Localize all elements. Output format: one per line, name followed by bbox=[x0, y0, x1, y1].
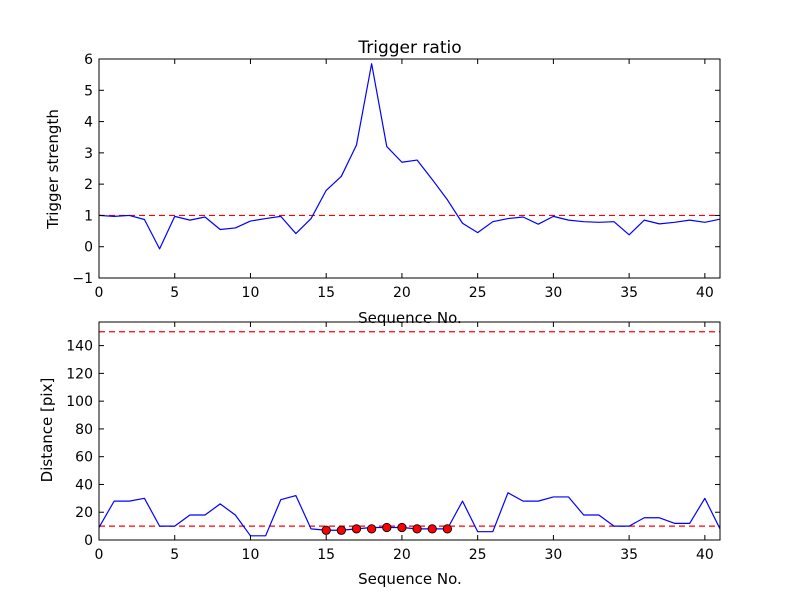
x-tick-label: 35 bbox=[620, 547, 638, 563]
x-tick-label: 5 bbox=[170, 547, 179, 563]
y-tick-label: 100 bbox=[66, 394, 93, 410]
plot-area bbox=[99, 63, 720, 250]
x-tick-label: 20 bbox=[393, 285, 411, 301]
y-tick-label: 5 bbox=[84, 83, 93, 99]
x-tick-label: 30 bbox=[544, 285, 562, 301]
chart-trigger-ratio: Trigger ratio Trigger strength Sequence … bbox=[44, 38, 721, 327]
x-tick-label: 0 bbox=[95, 547, 104, 563]
y-tick-label: 2 bbox=[84, 177, 93, 193]
chart-distance: Distance [pix] Sequence No. 0 5 10 15 20 25 30… bbox=[38, 321, 721, 588]
x-tick-label: 15 bbox=[317, 285, 335, 301]
y-axis-label: Trigger strength bbox=[44, 109, 62, 230]
y-tick-label: 40 bbox=[75, 477, 93, 493]
data-point-marker bbox=[397, 522, 407, 533]
x-tick-label: 40 bbox=[696, 547, 714, 563]
y-tick-label: 6 bbox=[84, 52, 93, 68]
x-tick-label: 25 bbox=[469, 285, 487, 301]
y-tick-label: 0 bbox=[84, 533, 93, 549]
x-tick-label: 10 bbox=[242, 547, 260, 563]
x-tick-label: 35 bbox=[620, 285, 638, 301]
y-tick-label: 120 bbox=[66, 366, 93, 382]
y-tick-label: 60 bbox=[75, 450, 93, 466]
x-tick-label: 10 bbox=[242, 285, 260, 301]
y-tick-label: 140 bbox=[66, 339, 93, 355]
y-tick-label: 0 bbox=[84, 240, 93, 256]
x-axis-label: Sequence No. bbox=[358, 309, 462, 327]
y-tick-label: 4 bbox=[84, 115, 93, 131]
y-axis-label: Distance [pix] bbox=[38, 378, 56, 483]
y-tick-label: −1 bbox=[72, 271, 93, 287]
data-point-marker bbox=[351, 524, 362, 534]
x-axis-label: Sequence No. bbox=[358, 570, 462, 588]
series-line bbox=[99, 63, 720, 250]
x-tick-label: 40 bbox=[696, 285, 714, 301]
x-tick-label: 30 bbox=[544, 547, 562, 563]
axes-frame bbox=[98, 321, 721, 541]
axes-frame bbox=[98, 58, 721, 279]
x-tick-label: 5 bbox=[170, 285, 179, 301]
x-tick-label: 15 bbox=[317, 547, 335, 563]
y-tick-label: 1 bbox=[84, 208, 93, 224]
data-point-marker bbox=[412, 524, 422, 534]
y-tick-label: 20 bbox=[75, 505, 93, 521]
y-tick-label: 80 bbox=[75, 422, 93, 438]
plot-area bbox=[99, 331, 720, 537]
data-point-marker bbox=[366, 524, 377, 534]
data-point-marker bbox=[321, 525, 331, 535]
x-tick-label: 25 bbox=[469, 547, 487, 563]
chart-title: Trigger ratio bbox=[357, 38, 461, 58]
data-point-marker bbox=[442, 524, 453, 534]
data-point-marker bbox=[427, 524, 437, 534]
x-tick-label: 0 bbox=[95, 285, 104, 301]
y-tick-label: 3 bbox=[84, 146, 93, 162]
data-point-marker bbox=[336, 525, 346, 535]
x-tick-label: 20 bbox=[393, 547, 411, 563]
data-point-marker bbox=[382, 522, 392, 533]
series-line bbox=[99, 492, 720, 537]
